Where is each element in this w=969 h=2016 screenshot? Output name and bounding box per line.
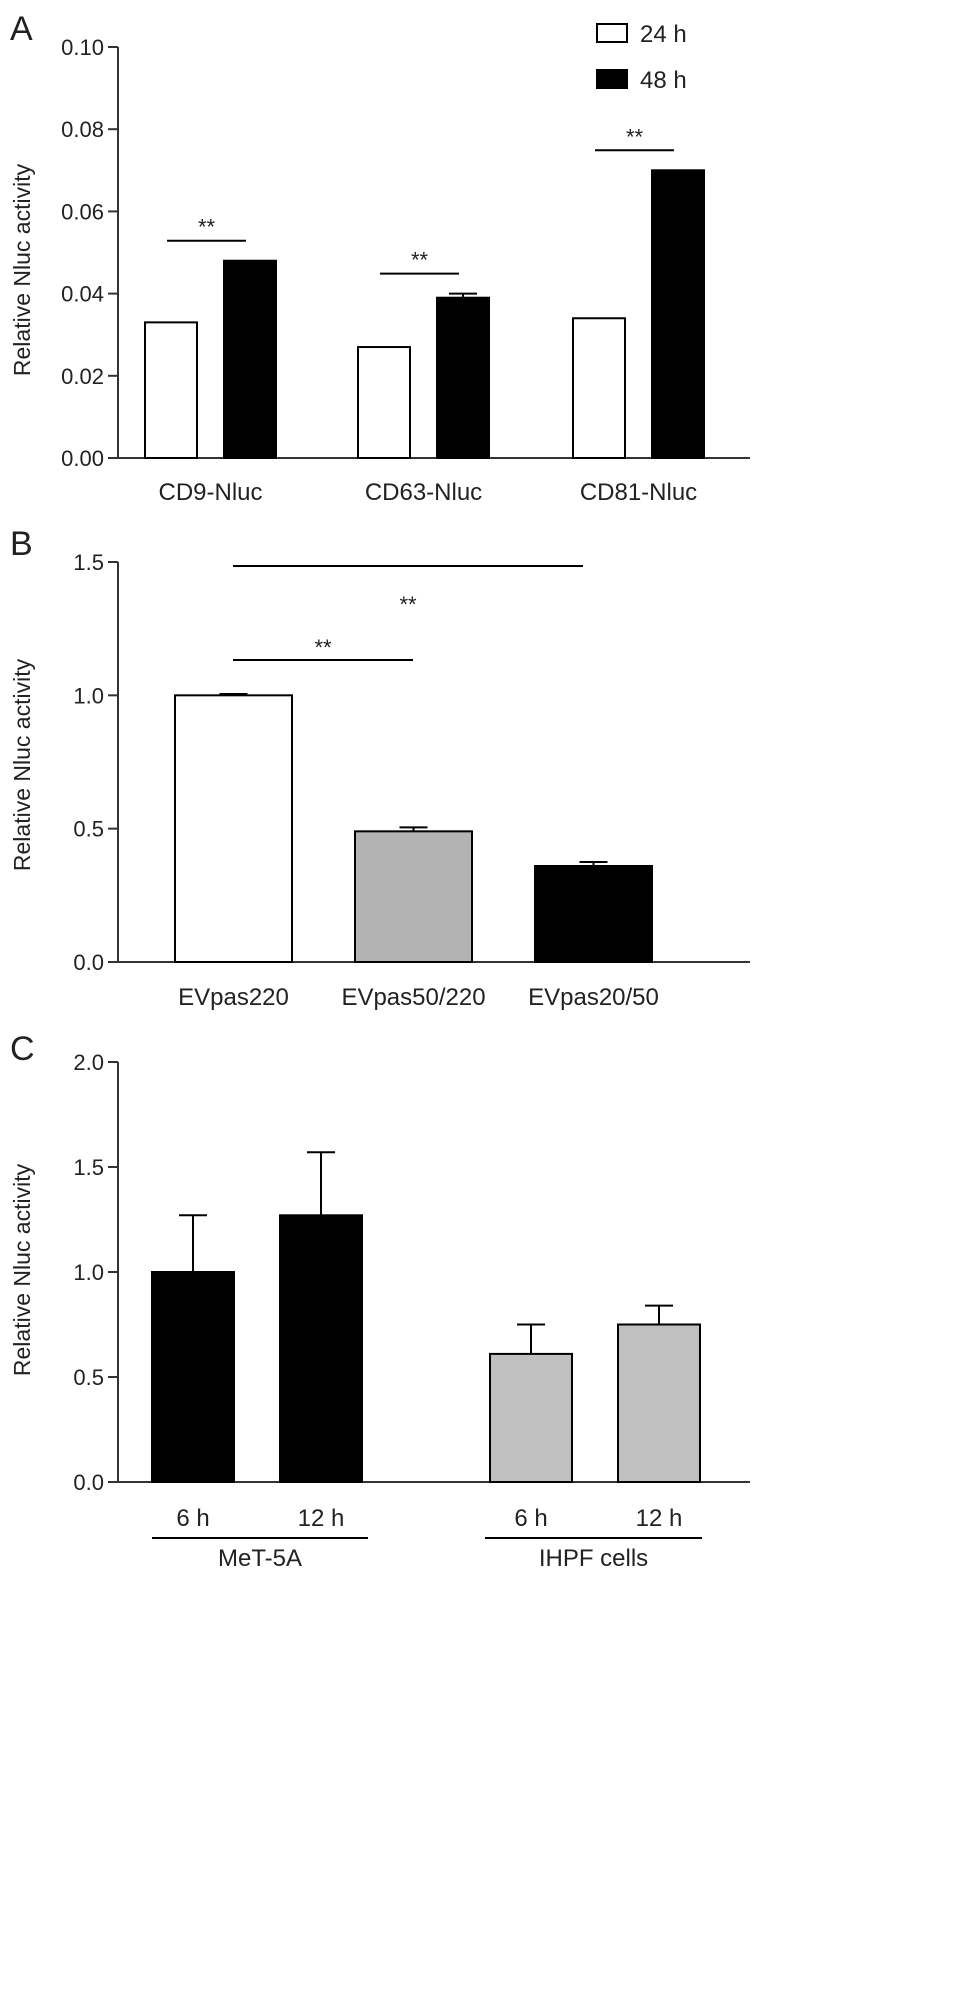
x-category-label: 12 h (298, 1505, 345, 1532)
y-tick-label: 0.06 (61, 199, 104, 224)
panel-c-bars: 6 h 12 h 6 h 12 h MeT-5A IHPF cells (151, 1151, 702, 1572)
y-tick-label: 1.0 (73, 683, 104, 708)
legend-swatch-48h (596, 69, 628, 89)
x-category-label: CD9-Nluc (158, 479, 262, 506)
panel-c-y-axis-label: Relative Nluc activity (9, 1163, 35, 1376)
bar-0 (151, 1271, 235, 1483)
bar-24h-1 (357, 346, 411, 459)
panel-b-bars: EVpas220 EVpas50/220 EVpas20/50 ** ** (174, 565, 659, 1011)
y-tick-label: 1.5 (73, 550, 104, 575)
bar-48h-0 (223, 259, 277, 459)
panel-b-y-axis-label: Relative Nluc activity (9, 658, 35, 871)
bar-2 (534, 865, 653, 963)
significance-marker: ** (314, 635, 332, 660)
y-tick-label: 1.0 (73, 1260, 104, 1285)
bar-48h-2 (651, 169, 705, 460)
y-tick-label: 0.04 (61, 282, 104, 307)
panel-a-bars: CD9-Nluc ** CD63-Nluc ** CD81-Nluc ** (144, 124, 705, 506)
y-tick-label: 0.02 (61, 364, 104, 389)
bar-48h-1 (436, 296, 490, 459)
x-category-label: 12 h (636, 1505, 683, 1532)
bar-2 (489, 1352, 573, 1484)
y-tick-label: 0.00 (61, 446, 104, 471)
bar-1 (354, 830, 473, 963)
panel-a-legend: 24 h 48 h (596, 21, 687, 94)
panel-c: C Relative Nluc activity 0.0 0.5 1.0 1.5 2.0… (9, 1030, 750, 1572)
panel-a: A Relative Nluc activity 0.000.020.040.0… (9, 10, 750, 506)
bar-24h-2 (572, 317, 626, 460)
legend-label-24h: 24 h (640, 21, 687, 48)
y-tick-label: 0.10 (61, 35, 104, 60)
bar-1 (279, 1214, 363, 1484)
x-category-label: EVpas20/50 (528, 984, 659, 1011)
y-tick-label: 0.0 (73, 950, 104, 975)
x-category-label: 6 h (176, 1505, 209, 1532)
significance-marker: ** (626, 124, 644, 149)
x-category-label: 6 h (514, 1505, 547, 1532)
legend-label-48h: 48 h (640, 67, 687, 94)
bar-0 (174, 694, 293, 963)
significance-marker: ** (399, 592, 417, 617)
x-category-label: EVpas50/220 (341, 984, 485, 1011)
x-category-label: CD63-Nluc (365, 479, 482, 506)
y-tick-label: 2.0 (73, 1050, 104, 1075)
panel-a-y-axis-label: Relative Nluc activity (9, 163, 35, 376)
significance-marker: ** (411, 248, 429, 273)
panel-a-axes: 0.00 0.02 0.04 0.06 0.08 0.10 (61, 35, 750, 471)
group-label: MeT-5A (218, 1545, 302, 1572)
panel-b: B Relative Nluc activity 0.0 0.5 1.0 1.5 EV… (9, 525, 750, 1011)
panel-a-letter: A (10, 10, 33, 48)
bar-24h-0 (144, 321, 198, 459)
y-tick-label: 0.08 (61, 117, 104, 142)
y-tick-label: 0.5 (73, 817, 104, 842)
x-category-label: EVpas220 (178, 984, 289, 1011)
x-category-label: CD81-Nluc (580, 479, 697, 506)
bar-3 (617, 1323, 701, 1483)
y-tick-label: 0.5 (73, 1365, 104, 1390)
y-tick-label: 0.0 (73, 1470, 104, 1495)
panel-b-letter: B (10, 525, 33, 563)
group-label: IHPF cells (539, 1545, 648, 1572)
y-tick-label: 1.5 (73, 1155, 104, 1180)
legend-swatch-24h (596, 23, 628, 43)
panel-c-letter: C (10, 1030, 35, 1068)
significance-marker: ** (198, 215, 216, 240)
